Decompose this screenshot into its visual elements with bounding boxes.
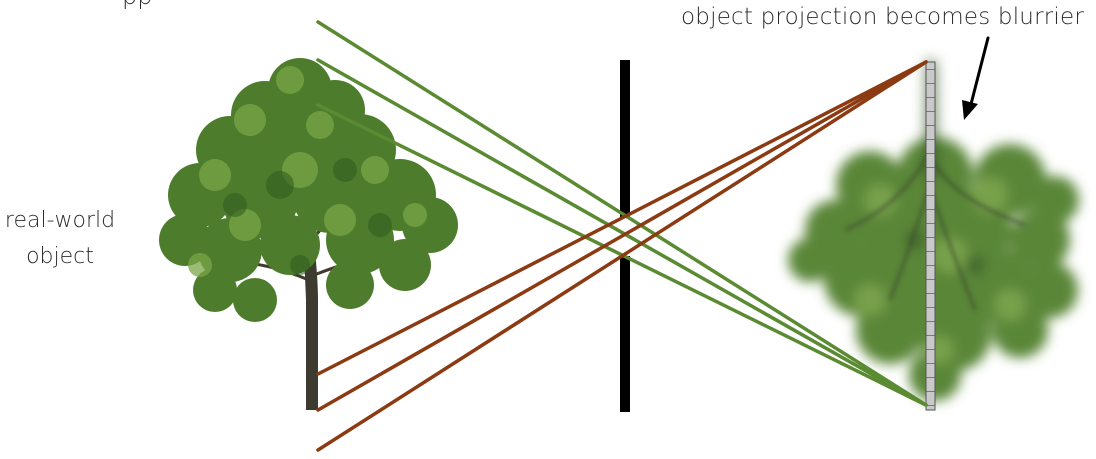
tree-icon <box>159 58 458 410</box>
brown-rays <box>316 60 928 452</box>
brown-ray <box>316 60 928 376</box>
brown-ray <box>316 60 928 452</box>
green-ray <box>316 58 928 407</box>
pinhole-barrier <box>620 60 630 412</box>
brown-ray <box>316 60 928 412</box>
green-ray <box>316 20 928 407</box>
blurrier-label: object projection becomes blurrier <box>681 4 1084 30</box>
arrow-down-icon <box>962 36 990 120</box>
image-sensor <box>925 61 936 411</box>
top-left-label-partial: pp <box>122 0 152 10</box>
real-world-object-label: real-world object <box>4 208 116 269</box>
